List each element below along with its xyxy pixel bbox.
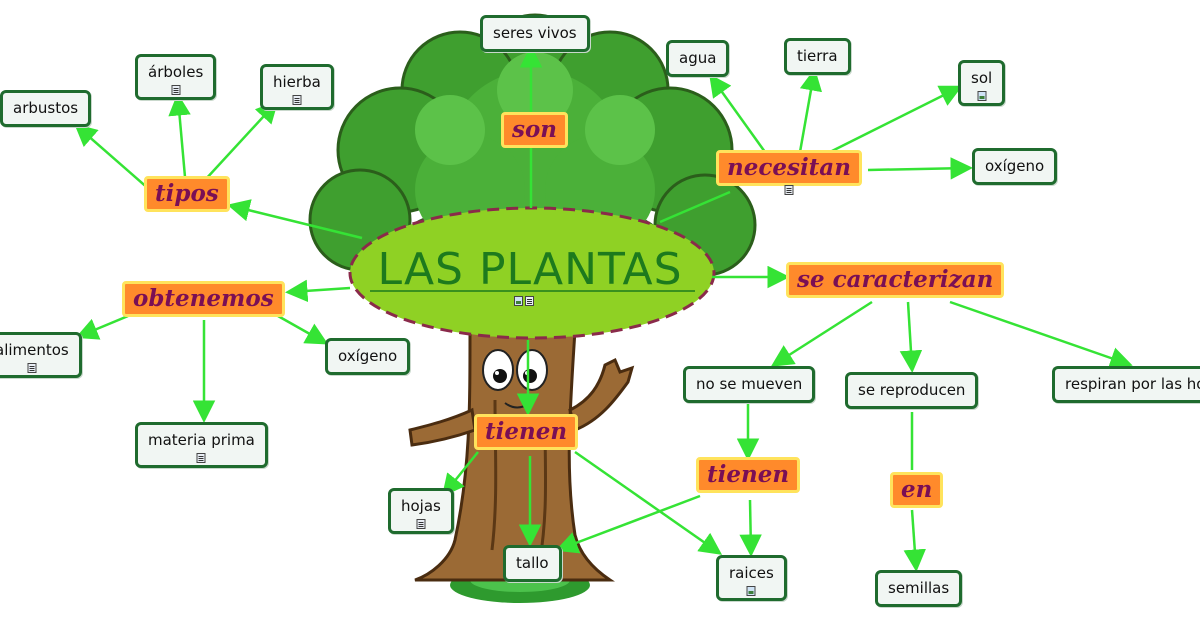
image-icon[interactable]	[514, 296, 523, 306]
link-son: son	[501, 112, 569, 148]
link-obtenemos: obtenemos	[122, 281, 285, 317]
concept-materia-prima[interactable]: materia prima	[135, 422, 268, 468]
link-necesitan-label: necesitan	[727, 154, 851, 181]
concept-sol-label: sol	[971, 69, 993, 87]
document-icon[interactable]	[525, 296, 534, 306]
concept-tierra[interactable]: tierra	[784, 38, 851, 75]
concept-alimentos-label: alimentos	[0, 341, 69, 359]
concept-hierba-label: hierba	[273, 73, 321, 91]
image-icon[interactable]	[977, 91, 987, 101]
document-icon[interactable]	[292, 95, 302, 105]
concept-hierba[interactable]: hierba	[260, 64, 334, 110]
main-concept-resources	[514, 296, 534, 306]
document-icon[interactable]	[27, 363, 37, 373]
concept-arbustos[interactable]: arbustos	[0, 90, 92, 127]
concept-tallo[interactable]: tallo	[503, 545, 562, 582]
concept-sol[interactable]: sol	[958, 60, 1006, 106]
link-tipos: tipos	[144, 176, 230, 212]
concept-oxigeno-1[interactable]: oxígeno	[972, 148, 1058, 185]
image-icon[interactable]	[746, 586, 756, 596]
concept-arboles-label: árboles	[148, 63, 204, 81]
link-se-caracterizan: se caracterizan	[786, 262, 1005, 298]
concept-arboles[interactable]: árboles	[135, 54, 217, 100]
title-oval	[348, 206, 716, 340]
concept-hojas[interactable]: hojas	[388, 488, 454, 534]
concept-materia-prima-label: materia prima	[148, 431, 255, 449]
concept-agua[interactable]: agua	[666, 40, 730, 77]
document-icon[interactable]	[196, 453, 206, 463]
document-icon[interactable]	[784, 185, 794, 195]
link-en: en	[890, 472, 944, 508]
concept-no-se-mueven[interactable]: no se mueven	[683, 366, 816, 403]
concept-hojas-label: hojas	[401, 497, 441, 515]
link-necesitan: necesitan	[716, 150, 862, 195]
concept-alimentos[interactable]: alimentos	[0, 332, 82, 378]
concept-raices-label: raices	[729, 564, 774, 582]
link-tienen-2: tienen	[696, 457, 801, 493]
document-icon[interactable]	[171, 85, 181, 95]
link-tienen-1: tienen	[474, 414, 579, 450]
main-concept-title: LAS PLANTAS	[377, 244, 683, 295]
document-icon[interactable]	[416, 519, 426, 529]
concept-respiran-por-las-hojas[interactable]: respiran por las hojas	[1052, 366, 1200, 403]
concept-raices[interactable]: raices	[716, 555, 787, 601]
concept-se-reproducen[interactable]: se reproducen	[845, 372, 979, 409]
concept-oxigeno-2[interactable]: oxígeno	[325, 338, 411, 375]
concept-seres-vivos[interactable]: seres vivos	[480, 15, 590, 52]
concept-semillas[interactable]: semillas	[875, 570, 963, 607]
